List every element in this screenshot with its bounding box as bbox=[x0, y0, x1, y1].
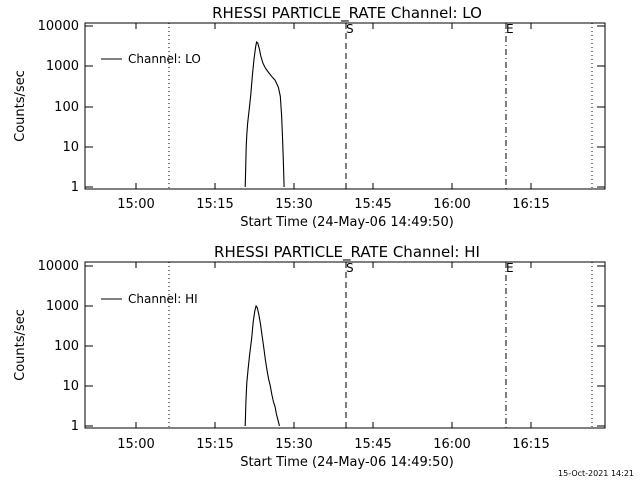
y-tick: 10000 bbox=[38, 259, 605, 274]
x-tick-label: 16:00 bbox=[433, 437, 470, 452]
y-tick: 100 bbox=[54, 100, 605, 115]
x-ticks: 15:00 15:15 15:30 15:45 16:00 bbox=[117, 262, 550, 452]
chart-panel-lo: RHESSI PARTICLE_RATE Channel: LO Counts/… bbox=[13, 4, 606, 230]
x-tick: 16:15 bbox=[512, 23, 550, 212]
footer-timestamp: 15-Oct-2021 14:21 bbox=[558, 469, 634, 478]
x-tick: 15:45 bbox=[354, 23, 392, 212]
x-tick: 15:15 bbox=[196, 23, 234, 212]
x-tick: 15:15 bbox=[196, 262, 234, 452]
legend-label: Channel: LO bbox=[128, 52, 201, 66]
y-tick-label: 10000 bbox=[38, 19, 79, 34]
start-marker-label: S bbox=[346, 22, 354, 36]
series-line-lo bbox=[244, 40, 285, 188]
start-marker: S bbox=[345, 261, 354, 428]
end-marker: E bbox=[505, 261, 514, 428]
y-tick: 1 bbox=[71, 419, 605, 434]
x-axis-label: Start Time (24-May-06 14:49:50) bbox=[240, 215, 454, 230]
y-tick: 10 bbox=[62, 379, 605, 394]
y-tick-label: 10 bbox=[62, 379, 79, 394]
legend-label: Channel: HI bbox=[128, 292, 198, 306]
legend: Channel: LO bbox=[101, 52, 201, 66]
legend: Channel: HI bbox=[101, 292, 198, 306]
y-tick: 1000 bbox=[46, 59, 605, 74]
start-marker: S bbox=[345, 22, 354, 189]
end-marker-label: E bbox=[506, 22, 514, 36]
y-tick-label: 10000 bbox=[38, 259, 79, 274]
y-tick-label: 100 bbox=[54, 339, 79, 354]
x-ticks: 15:00 15:15 15:30 15:45 16:00 bbox=[117, 23, 550, 212]
x-tick: 15:00 bbox=[117, 262, 155, 452]
y-tick-label: 100 bbox=[54, 100, 79, 115]
x-tick: 16:00 bbox=[433, 262, 471, 452]
x-tick-label: 16:15 bbox=[512, 437, 549, 452]
y-ticks: 1 10 100 1000 10000 bbox=[38, 259, 605, 434]
x-tick-label: 15:30 bbox=[275, 197, 312, 212]
x-tick-label: 15:30 bbox=[275, 437, 312, 452]
y-axis-label: Counts/sec bbox=[13, 70, 28, 142]
y-tick-label: 1 bbox=[71, 180, 79, 195]
y-tick-label: 1 bbox=[71, 419, 79, 434]
y-tick: 10000 bbox=[38, 19, 605, 34]
x-axis-label: Start Time (24-May-06 14:49:50) bbox=[240, 455, 454, 470]
y-tick-label: 1000 bbox=[46, 59, 79, 74]
plot-frame bbox=[84, 22, 606, 190]
x-tick: 15:30 bbox=[275, 262, 313, 452]
y-tick: 10 bbox=[62, 140, 605, 155]
chart-title: RHESSI PARTICLE_RATE Channel: LO bbox=[212, 4, 482, 23]
x-tick-label: 16:00 bbox=[433, 197, 470, 212]
x-tick-label: 16:15 bbox=[512, 197, 549, 212]
chart-panel-hi: RHESSI PARTICLE_RATE Channel: HI Counts/… bbox=[13, 243, 606, 470]
y-tick: 1 bbox=[71, 180, 605, 195]
x-tick-label: 15:45 bbox=[354, 437, 391, 452]
end-marker: E bbox=[505, 22, 514, 189]
end-marker-label: E bbox=[506, 261, 514, 275]
x-tick-label: 15:00 bbox=[117, 437, 154, 452]
x-tick: 15:30 bbox=[275, 23, 313, 212]
x-tick-label: 15:45 bbox=[354, 197, 391, 212]
chart-title: RHESSI PARTICLE_RATE Channel: HI bbox=[214, 243, 480, 262]
x-tick: 15:00 bbox=[117, 23, 155, 212]
start-marker-label: S bbox=[346, 261, 354, 275]
x-tick-label: 15:15 bbox=[196, 197, 233, 212]
x-tick-label: 15:00 bbox=[117, 197, 154, 212]
x-tick: 16:00 bbox=[433, 23, 471, 212]
x-tick: 15:45 bbox=[354, 262, 392, 452]
y-tick: 100 bbox=[54, 339, 605, 354]
y-tick-label: 10 bbox=[62, 140, 79, 155]
x-tick: 16:15 bbox=[512, 262, 550, 452]
y-axis-label: Counts/sec bbox=[13, 309, 28, 381]
y-ticks: 1 10 100 1000 10000 bbox=[38, 19, 605, 195]
x-tick-label: 15:15 bbox=[196, 437, 233, 452]
y-tick-label: 1000 bbox=[46, 299, 79, 314]
plot-frame bbox=[84, 261, 606, 429]
series-line-hi bbox=[244, 304, 280, 427]
y-tick: 1000 bbox=[46, 299, 605, 314]
